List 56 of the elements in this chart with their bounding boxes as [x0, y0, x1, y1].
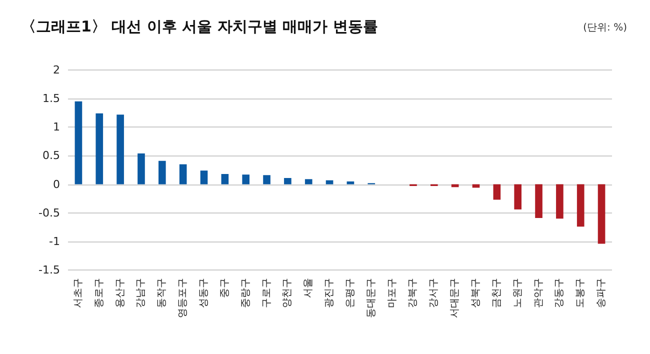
x-tick-label: 강서구: [428, 278, 440, 308]
bar: [493, 184, 501, 200]
bar: [138, 153, 145, 184]
x-tick-label: 도봉구: [575, 278, 586, 308]
chart-subtitle: (단위: %): [583, 22, 628, 34]
bar: [284, 178, 292, 184]
x-tick-label: 광진구: [324, 278, 336, 308]
x-tick-label: 양천구: [282, 278, 294, 308]
x-tick-label: 금천구: [491, 278, 502, 308]
x-tick-label: 강북구: [408, 278, 419, 308]
y-tick-label: -1.5: [38, 264, 60, 276]
x-tick-label: 동대문구: [366, 278, 377, 318]
x-tick-label: 서울: [303, 278, 314, 298]
x-tick-label: 노원구: [512, 278, 524, 308]
bar: [74, 101, 82, 184]
bar: [242, 174, 250, 184]
x-tick-label: 중랑구: [240, 278, 252, 308]
x-tick-label: 강동구: [554, 278, 566, 308]
y-tick-label: -0.5: [38, 206, 60, 220]
bar: [179, 164, 187, 184]
y-tick-label: 0.5: [42, 149, 60, 162]
y-tick-label: 2: [53, 64, 60, 76]
bar: [221, 174, 229, 184]
bar: [576, 184, 584, 227]
bar: [598, 184, 606, 244]
x-tick-label: 송파구: [596, 278, 608, 308]
bar: [96, 113, 104, 184]
chart-title: 〈그래프1〉 대선 이후 서울 자치구별 매매가 변동률: [21, 18, 378, 36]
x-tick-label: 영등포구: [178, 278, 189, 318]
x-tick-label: 용산구: [114, 278, 126, 308]
x-tick-label: 성북구: [470, 278, 482, 308]
x-tick-label: 성동구: [198, 278, 210, 308]
bar: [535, 184, 542, 218]
y-tick-label: 1.5: [42, 92, 60, 106]
x-tick-label: 강남구: [136, 278, 147, 308]
x-tick-label: 서초구: [72, 278, 84, 308]
bar: [304, 179, 312, 184]
x-tick-label: 마포구: [386, 278, 398, 308]
y-tick-label: 0: [53, 178, 60, 191]
x-tick-label: 관악구: [533, 278, 544, 308]
bar: [158, 160, 166, 184]
bar: [346, 181, 354, 184]
y-tick-label: -1: [49, 234, 60, 248]
y-tick-label: 1: [53, 120, 60, 134]
x-tick-label: 종로구: [94, 278, 105, 308]
bar: [556, 184, 564, 219]
bar: [200, 170, 208, 184]
bar: [326, 180, 334, 184]
x-tick-label: 동작구: [156, 278, 168, 308]
x-tick-label: 구로구: [261, 278, 272, 308]
x-tick-label: 중구: [219, 278, 230, 298]
x-tick-label: 서대문구: [450, 278, 461, 318]
x-tick-label: 은평구: [344, 278, 356, 308]
bar: [116, 114, 124, 184]
bar: [514, 184, 522, 210]
bar: [263, 175, 270, 184]
